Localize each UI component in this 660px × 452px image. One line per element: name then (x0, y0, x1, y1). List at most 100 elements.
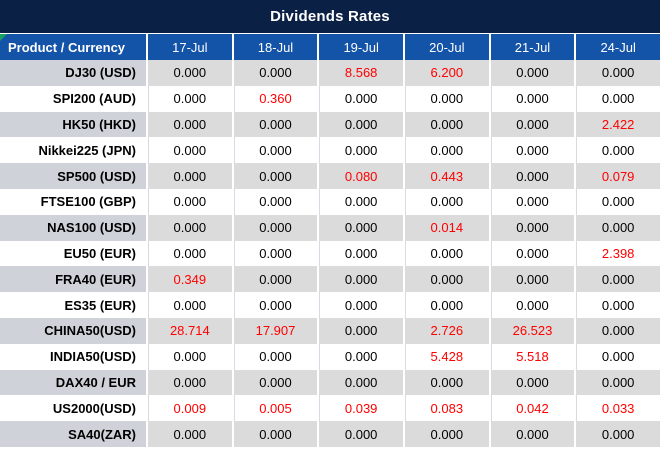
product-label: EU50 (EUR) (0, 240, 146, 267)
product-label: ES35 (EUR) (0, 292, 146, 318)
dividend-value-cell: 0.000 (146, 421, 232, 447)
dividend-value-cell: 0.000 (231, 111, 318, 138)
dividend-value-cell: 0.000 (317, 188, 403, 215)
table-row: NAS100 (USD) 0.000 0.000 0.000 0.014 0.000 0.0… (0, 214, 660, 241)
column-header-product: Product / Currency (0, 34, 146, 60)
dividend-value-cell: 0.349 (146, 266, 232, 293)
dividend-value-cell: 0.000 (231, 60, 318, 86)
dividend-value-cell: 0.000 (488, 240, 575, 267)
dividend-value-cell: 0.000 (146, 240, 232, 267)
dividend-value-cell: 0.000 (317, 292, 403, 318)
dividend-value-cell: 0.000 (574, 214, 660, 241)
dividend-value-cell: 0.000 (231, 369, 318, 396)
dividend-value-cell: 2.726 (402, 317, 489, 344)
dividend-value-cell: 8.568 (317, 60, 403, 86)
dividend-value-cell: 0.000 (574, 60, 660, 86)
dividend-value-cell: 0.080 (317, 163, 403, 189)
dividend-value-cell: 0.000 (574, 292, 660, 318)
column-header-date: 21-Jul (488, 34, 575, 60)
panel-title: Dividends Rates (0, 0, 660, 33)
dividend-value-cell: 0.000 (574, 266, 660, 293)
dividend-value-cell: 2.398 (574, 240, 660, 267)
table-row: EU50 (EUR) 0.000 0.000 0.000 0.000 0.000 2.398 (0, 240, 660, 267)
dividend-value-cell: 0.000 (317, 343, 403, 370)
table-row: FTSE100 (GBP) 0.000 0.000 0.000 0.000 0.000 0.… (0, 188, 660, 215)
dividend-value-cell: 0.000 (317, 240, 403, 267)
dividend-value-cell: 0.000 (488, 292, 575, 318)
dividend-value-cell: 0.000 (231, 137, 318, 164)
dividend-value-cell: 0.000 (402, 137, 489, 164)
dividend-value-cell: 0.000 (574, 343, 660, 370)
product-label: DJ30 (USD) (0, 60, 146, 86)
dividend-value-cell: 0.000 (231, 240, 318, 267)
dividend-value-cell: 0.000 (317, 266, 403, 293)
dividend-value-cell: 0.014 (402, 214, 489, 241)
dividend-value-cell: 0.000 (146, 111, 232, 138)
dividend-value-cell: 0.000 (402, 111, 489, 138)
dividend-value-cell: 0.000 (574, 85, 660, 112)
product-label: NAS100 (USD) (0, 214, 146, 241)
dividend-value-cell: 0.000 (574, 317, 660, 344)
product-label: Nikkei225 (JPN) (0, 137, 146, 164)
dividend-value-cell: 0.000 (488, 421, 575, 447)
table-row: DJ30 (USD) 0.000 0.000 8.568 6.200 0.000 0.000 (0, 60, 660, 86)
dividend-value-cell: 0.443 (402, 163, 489, 189)
product-label: INDIA50(USD) (0, 343, 146, 370)
dividend-value-cell: 5.518 (488, 343, 575, 370)
dividend-value-cell: 0.000 (317, 421, 403, 447)
dividend-value-cell: 0.000 (488, 266, 575, 293)
product-label: US2000(USD) (0, 395, 146, 422)
product-label: FRA40 (EUR) (0, 266, 146, 293)
product-label: CHINA50(USD) (0, 317, 146, 344)
dividend-value-cell: 0.000 (146, 369, 232, 396)
dividend-value-cell: 0.000 (574, 421, 660, 447)
dividend-value-cell: 0.039 (317, 395, 403, 422)
comment-flag-icon (0, 34, 7, 41)
dividend-value-cell: 0.000 (317, 214, 403, 241)
dividend-value-cell: 0.000 (146, 188, 232, 215)
table-row: ES35 (EUR) 0.000 0.000 0.000 0.000 0.000 0.000 (0, 292, 660, 318)
table-row: SPI200 (AUD) 0.000 0.360 0.000 0.000 0.000 0.0… (0, 85, 660, 112)
dividend-value-cell: 0.000 (402, 292, 489, 318)
table-header-row: Product / Currency 17-Jul 18-Jul 19-Jul 20-… (0, 33, 660, 60)
dividend-value-cell: 0.000 (231, 188, 318, 215)
dividend-value-cell: 0.000 (146, 137, 232, 164)
table-row: US2000(USD) 0.009 0.005 0.039 0.083 0.042 0.03… (0, 395, 660, 422)
dividend-value-cell: 0.000 (231, 343, 318, 370)
dividend-value-cell: 17.907 (231, 317, 318, 344)
dividend-value-cell: 0.033 (574, 395, 660, 422)
dividend-value-cell: 0.000 (146, 292, 232, 318)
column-header-date: 18-Jul (231, 34, 318, 60)
dividend-value-cell: 0.000 (488, 85, 575, 112)
dividend-value-cell: 0.000 (146, 163, 232, 189)
dividend-value-cell: 0.000 (231, 266, 318, 293)
table-row: CHINA50(USD) 28.714 17.907 0.000 2.726 26.523… (0, 317, 660, 344)
dividend-value-cell: 0.000 (317, 137, 403, 164)
dividend-value-cell: 0.000 (574, 137, 660, 164)
dividend-value-cell: 0.000 (402, 188, 489, 215)
product-label: SP500 (USD) (0, 163, 146, 189)
product-label: FTSE100 (GBP) (0, 188, 146, 215)
column-header-date: 19-Jul (317, 34, 403, 60)
dividend-value-cell: 0.000 (317, 369, 403, 396)
dividend-value-cell: 0.000 (402, 266, 489, 293)
dividend-value-cell: 0.000 (402, 421, 489, 447)
product-label: SPI200 (AUD) (0, 85, 146, 112)
dividend-value-cell: 6.200 (402, 60, 489, 86)
dividend-value-cell: 0.000 (488, 369, 575, 396)
table-row: Nikkei225 (JPN) 0.000 0.000 0.000 0.000 0.000… (0, 137, 660, 164)
column-header-date: 24-Jul (574, 34, 660, 60)
dividend-value-cell: 0.000 (146, 85, 232, 112)
dividend-value-cell: 0.000 (231, 214, 318, 241)
dividend-value-cell: 0.079 (574, 163, 660, 189)
product-label: HK50 (HKD) (0, 111, 146, 138)
dividend-value-cell: 0.000 (488, 163, 575, 189)
dividend-value-cell: 0.000 (488, 60, 575, 86)
table-row: DAX40 / EUR 0.000 0.000 0.000 0.000 0.000 0.00… (0, 369, 660, 396)
table-row: SP500 (USD) 0.000 0.000 0.080 0.443 0.000 0.07… (0, 163, 660, 189)
dividend-value-cell: 2.422 (574, 111, 660, 138)
column-header-date: 17-Jul (146, 34, 232, 60)
dividend-value-cell: 0.009 (146, 395, 232, 422)
dividend-value-cell: 0.000 (402, 369, 489, 396)
